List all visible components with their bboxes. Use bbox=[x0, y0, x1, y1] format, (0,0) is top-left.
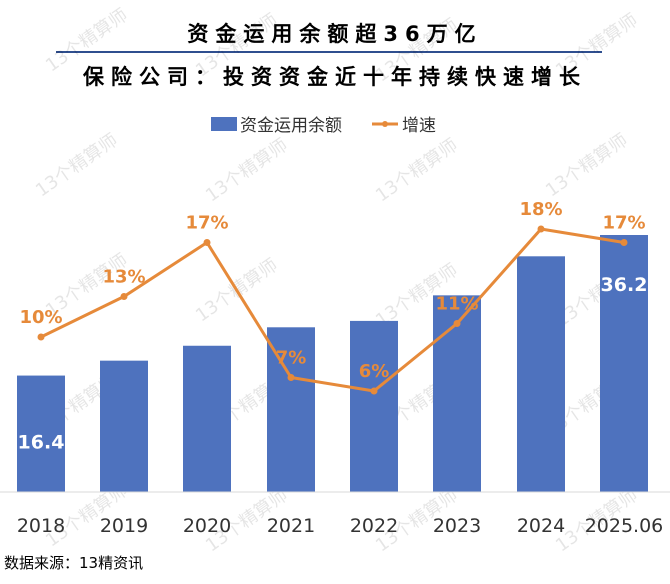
bar-data-label: 36.2 bbox=[601, 274, 648, 296]
x-tick-label: 2022 bbox=[350, 515, 398, 537]
data-labels: 10% 13% 17% 7% 6% 11% 18% 17% 16.4 36.2 bbox=[18, 199, 648, 454]
x-tick-label: 2023 bbox=[433, 515, 481, 537]
watermark-text: 13个精算师 bbox=[552, 10, 642, 82]
watermark-text: 13个精算师 bbox=[32, 130, 122, 202]
line-point bbox=[287, 374, 295, 381]
line-series bbox=[37, 225, 628, 395]
bar bbox=[267, 327, 315, 492]
bar bbox=[100, 360, 148, 492]
x-tick-label: 2025.06 bbox=[585, 515, 664, 537]
watermark-text: 13个精算师 bbox=[42, 5, 132, 77]
chart-title-line1: 资金运用余额超36万亿 bbox=[187, 22, 483, 46]
line-data-label: 13% bbox=[102, 267, 145, 288]
line-point bbox=[203, 239, 211, 246]
line-data-label: 18% bbox=[519, 199, 562, 220]
watermark-text: 13个精算师 bbox=[372, 135, 462, 207]
line-point bbox=[370, 387, 378, 395]
bar-series bbox=[17, 235, 648, 492]
x-tick-label: 2018 bbox=[17, 515, 65, 537]
line-point bbox=[453, 320, 461, 327]
x-tick-label: 2020 bbox=[183, 515, 231, 537]
bar-data-label: 16.4 bbox=[18, 432, 65, 454]
line-data-label: 11% bbox=[435, 294, 478, 315]
bar bbox=[350, 320, 398, 492]
x-tick-label: 2019 bbox=[100, 515, 148, 537]
legend-label-bar: 资金运用余额 bbox=[240, 116, 342, 136]
line-data-label: 17% bbox=[185, 213, 228, 234]
watermark-text: 13个精算师 bbox=[372, 15, 462, 87]
legend-swatch-bar bbox=[211, 117, 237, 131]
legend: 资金运用余额 增速 bbox=[211, 116, 436, 136]
x-axis: 2018 2019 2020 2021 2022 2023 2024 2025.06 bbox=[0, 491, 670, 537]
bar bbox=[517, 256, 565, 492]
line-point bbox=[537, 225, 545, 233]
line-point bbox=[37, 333, 45, 341]
bar bbox=[183, 345, 231, 492]
line-data-label: 17% bbox=[602, 213, 645, 234]
bar bbox=[17, 375, 65, 492]
line-data-label: 7% bbox=[276, 348, 307, 369]
line-data-label: 10% bbox=[19, 307, 62, 328]
growth-line bbox=[40, 227, 625, 393]
title-divider bbox=[56, 51, 602, 53]
bar bbox=[600, 235, 648, 492]
watermark-text: 13个精算师 bbox=[202, 135, 292, 207]
line-data-label: 6% bbox=[359, 361, 390, 382]
legend-marker-line bbox=[382, 121, 388, 127]
watermark-text: 13个精算师 bbox=[192, 10, 282, 82]
bar bbox=[433, 295, 481, 492]
source-note: 数据来源：13精资讯 bbox=[4, 554, 144, 572]
watermark-text: 13个精算师 bbox=[542, 130, 632, 202]
line-point bbox=[620, 239, 628, 246]
line-point bbox=[120, 293, 128, 300]
chart-title-line2: 保险公司：投资资金近十年持续快速增长 bbox=[83, 65, 587, 89]
x-tick-label: 2021 bbox=[267, 515, 315, 537]
x-tick-label: 2024 bbox=[517, 515, 565, 537]
legend-label-line: 增速 bbox=[402, 116, 436, 136]
